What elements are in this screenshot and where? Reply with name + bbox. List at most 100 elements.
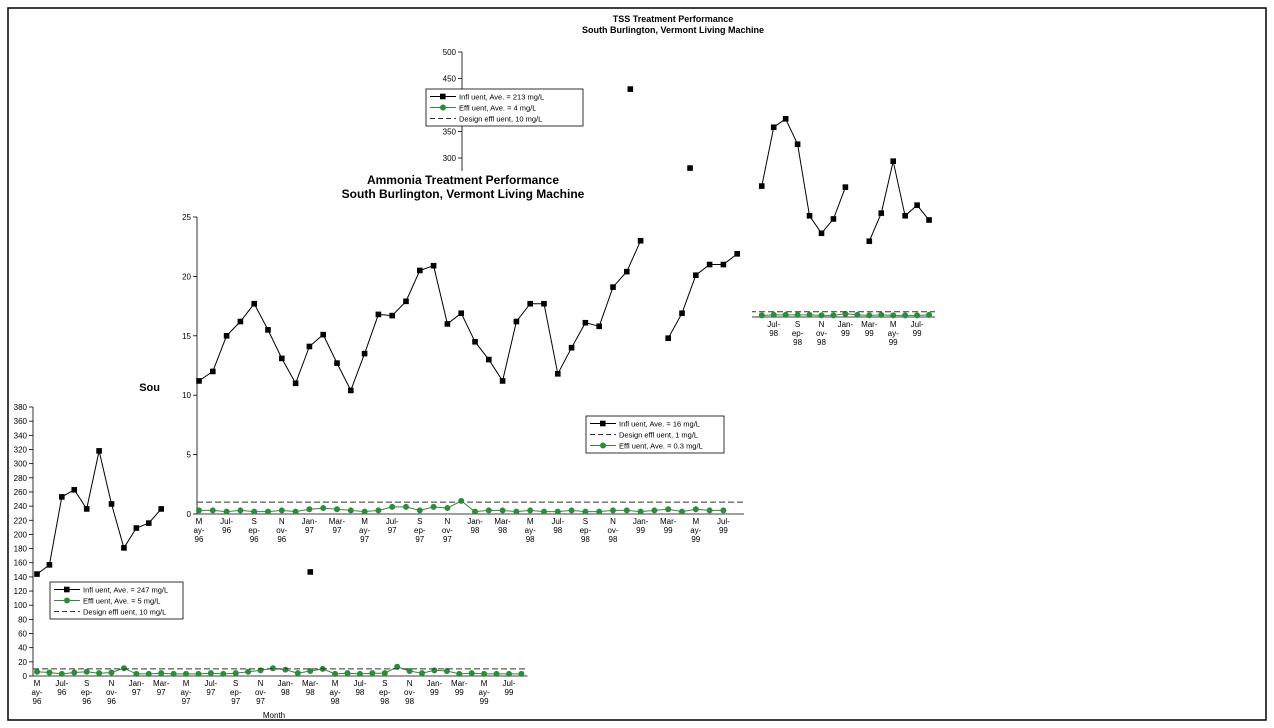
y-tick-label: 240: [14, 502, 28, 511]
y-tick-label: 220: [14, 516, 28, 525]
marker: [541, 508, 547, 515]
marker: [890, 158, 896, 164]
marker: [71, 669, 78, 676]
x-tick-label: Jul-97: [204, 679, 217, 697]
marker: [220, 670, 227, 677]
marker: [237, 318, 244, 325]
marker: [348, 387, 354, 394]
marker: [381, 670, 388, 677]
legend-label: Infl uent, Ave. = 16 mg/L: [619, 420, 700, 429]
marker: [513, 508, 520, 515]
marker: [223, 333, 230, 339]
legend-label: Infl uent, Ave. = 247 mg/L: [83, 586, 168, 595]
marker: [145, 670, 152, 677]
marker: [518, 670, 525, 677]
marker: [158, 506, 164, 512]
legend-marker: [600, 442, 606, 449]
marker: [403, 503, 409, 510]
marker: [196, 507, 202, 514]
marker: [46, 669, 53, 676]
marker: [83, 668, 90, 675]
y-tick-label: 120: [14, 587, 28, 596]
marker: [499, 378, 506, 384]
marker: [237, 507, 244, 514]
marker: [133, 525, 140, 531]
marker: [806, 212, 813, 219]
x-tick-label: Mar-99: [660, 517, 677, 535]
legend-marker: [440, 93, 446, 100]
marker: [866, 312, 873, 319]
marker: [486, 356, 492, 363]
marker: [914, 312, 921, 319]
marker: [278, 507, 285, 514]
legend-label: Design effl uent, 10 mg/L: [459, 115, 542, 124]
marker: [245, 668, 252, 675]
marker: [306, 506, 313, 513]
marker: [582, 319, 589, 326]
chart-title: Ammonia Treatment Performance: [367, 173, 559, 187]
x-tick-label: Mar-99: [861, 320, 878, 338]
x-tick-label: Jan-98: [278, 679, 294, 697]
marker: [170, 670, 177, 677]
marker: [334, 506, 340, 513]
y-tick-label: 10: [182, 391, 191, 400]
marker: [34, 571, 40, 577]
y-tick-label: 25: [182, 213, 191, 222]
marker: [320, 505, 327, 512]
marker: [269, 665, 276, 672]
marker: [926, 311, 933, 318]
x-tick-label: Mar-97: [153, 679, 170, 697]
marker: [610, 507, 616, 514]
marker: [926, 217, 932, 223]
marker: [419, 670, 426, 677]
marker: [265, 508, 271, 515]
y-tick-label: 360: [14, 417, 28, 426]
marker: [361, 508, 368, 515]
marker: [96, 448, 102, 454]
marker: [406, 668, 413, 675]
marker: [108, 501, 115, 507]
marker: [251, 508, 258, 515]
x-axis-title: Month: [263, 711, 285, 720]
marker: [596, 323, 602, 330]
x-tick-label: Jul-98: [551, 517, 564, 535]
marker: [133, 670, 140, 677]
marker: [679, 310, 685, 317]
marker: [582, 508, 589, 515]
marker: [58, 670, 65, 677]
marker: [623, 507, 630, 514]
legend-label: Design effl uent, 10 mg/L: [83, 608, 166, 617]
marker: [878, 311, 885, 318]
marker: [431, 667, 438, 674]
legend-marker: [600, 420, 606, 427]
marker: [458, 497, 465, 504]
x-tick-label: Jul-97: [386, 517, 399, 535]
marker: [720, 507, 727, 514]
marker: [706, 507, 713, 514]
marker: [770, 311, 777, 318]
y-tick-label: 100: [14, 601, 28, 610]
marker: [902, 212, 908, 219]
x-tick-label: Jan-99: [838, 320, 854, 338]
legend-label: Design effl uent, 1 mg/L: [619, 431, 698, 440]
marker: [687, 165, 693, 171]
y-tick-label: 80: [18, 615, 27, 624]
y-tick-label: 280: [14, 474, 28, 483]
legend-marker: [64, 586, 70, 593]
marker: [71, 487, 78, 493]
marker: [818, 312, 825, 319]
y-tick-label: 320: [14, 445, 28, 454]
legend-marker: [64, 597, 70, 604]
marker: [292, 508, 299, 515]
marker: [279, 355, 285, 362]
marker: [472, 508, 478, 515]
x-tick-label: Mar-99: [451, 679, 468, 697]
marker: [854, 311, 861, 318]
y-tick-label: 260: [14, 488, 28, 497]
